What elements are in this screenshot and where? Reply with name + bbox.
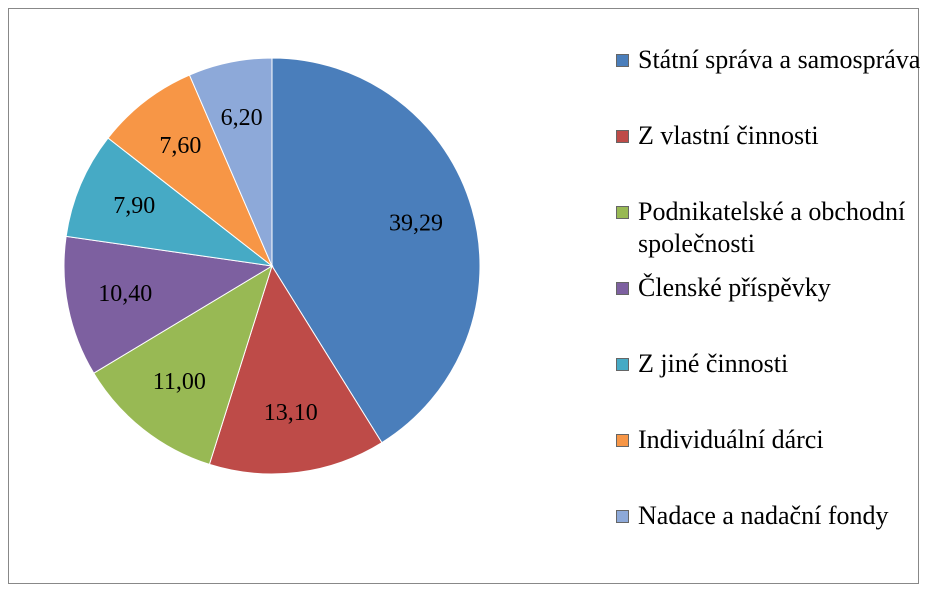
legend-label: Z vlastní činnosti — [638, 121, 819, 150]
pie-slice — [107, 74, 273, 267]
legend-label: Individuální dárci — [638, 425, 824, 454]
data-label: 10,40 — [98, 281, 152, 307]
pie-slice — [65, 137, 274, 267]
legend-item: Členské příspěvky — [612, 272, 928, 348]
legend-label: Nadace a nadační fondy — [638, 501, 889, 530]
data-label: 39,29 — [389, 210, 443, 236]
legend-marker — [616, 206, 629, 219]
legend-label: Státní správa a samospráva — [638, 45, 921, 74]
legend-marker — [616, 510, 629, 523]
data-label: 13,10 — [264, 400, 318, 426]
legend-label: Podnikatelské a obchodní společnosti — [638, 197, 906, 258]
legend-marker — [616, 130, 629, 143]
legend-item: Individuální dárci — [612, 424, 928, 500]
legend-marker — [616, 54, 629, 67]
pie-slice — [188, 57, 273, 267]
legend-label: Z jiné činnosti — [638, 349, 789, 378]
legend-item: Podnikatelské a obchodní společnosti — [612, 196, 928, 272]
legend: Státní správa a samospráva Z vlastní činn… — [612, 44, 928, 576]
legend-item: Z vlastní činnosti — [612, 120, 928, 196]
pie-slice — [63, 235, 274, 374]
pie-slice — [208, 264, 383, 475]
data-label: 7,60 — [159, 133, 201, 159]
legend-marker — [616, 434, 629, 447]
legend-marker — [616, 282, 629, 295]
data-label: 6,20 — [221, 105, 263, 131]
legend-marker — [616, 358, 629, 371]
pie-slice — [93, 264, 273, 465]
legend-item: Nadace a nadační fondy — [612, 500, 928, 576]
data-label: 11,00 — [153, 369, 206, 395]
legend-label: Členské příspěvky — [638, 273, 831, 302]
pie-slice — [271, 57, 481, 444]
data-label: 7,90 — [113, 193, 155, 219]
legend-item: Státní správa a samospráva — [612, 44, 928, 120]
legend-item: Z jiné činnosti — [612, 348, 928, 424]
